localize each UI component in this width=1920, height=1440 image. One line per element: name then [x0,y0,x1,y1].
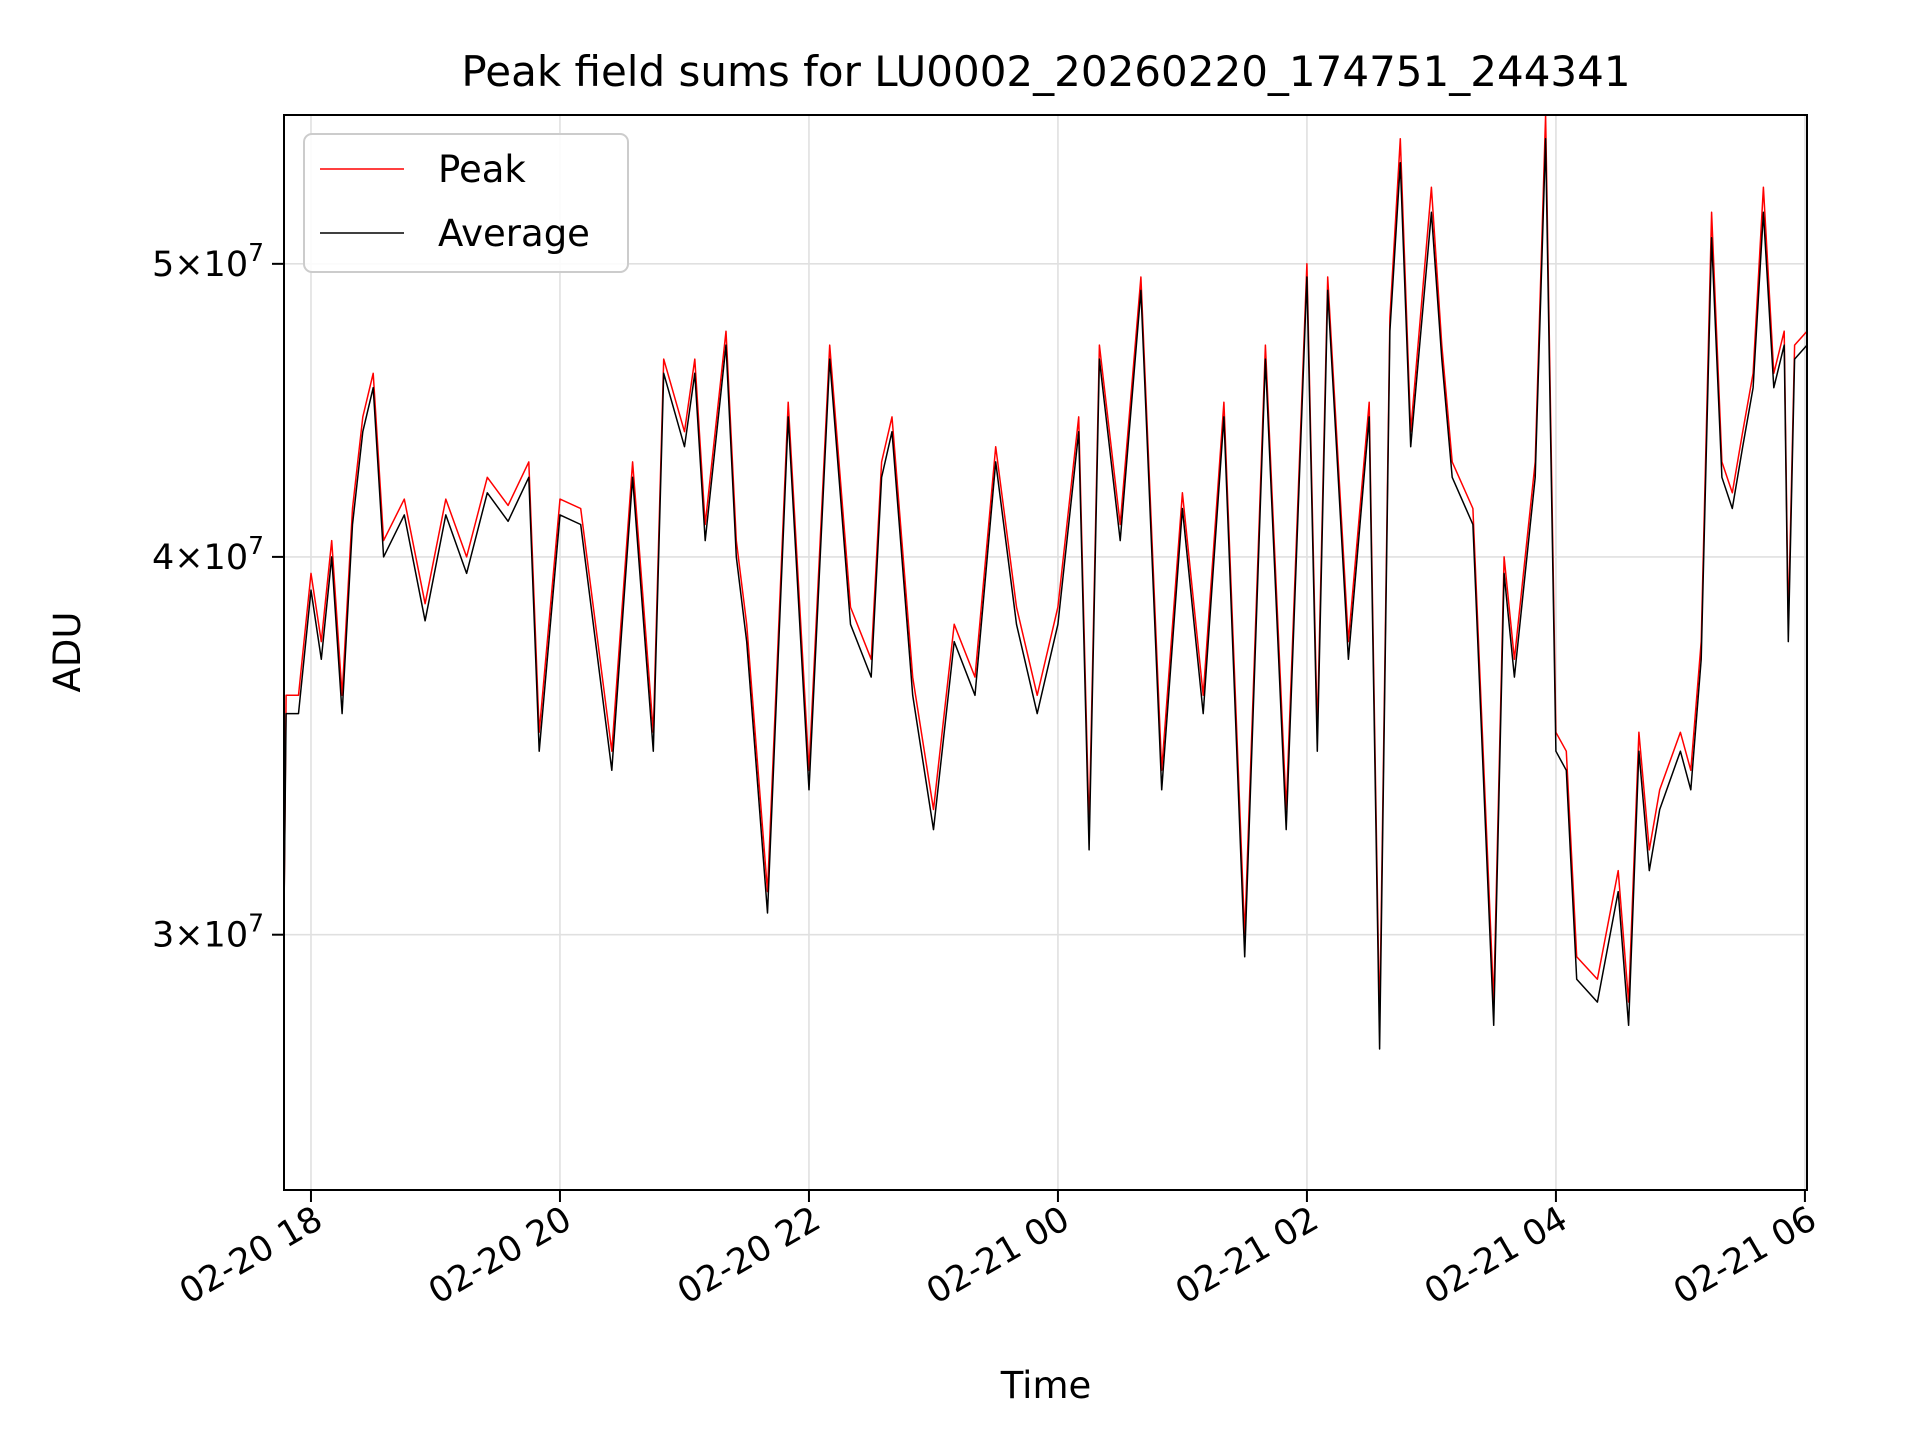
x-axis-label: Time [1000,1364,1092,1407]
legend-label-peak: Peak [438,148,526,191]
series-line-average [284,137,1807,1050]
y-axis-label: ADU [46,612,89,693]
legend-label-average: Average [438,212,590,255]
grid [284,115,1807,1190]
chart-title: Peak field sums for LU0002_20260220_1747… [461,47,1630,96]
y-axis: 3×107 4×107 5×107 [152,238,284,956]
y-tick-label: 4×107 [152,531,264,578]
series-line-peak [284,115,1807,1027]
y-tick-label: 5×107 [152,238,264,285]
legend: Peak Average [303,133,629,273]
plot-frame [283,114,1808,1191]
y-tick-label: 3×107 [152,909,264,956]
plot-area [284,115,1807,1050]
